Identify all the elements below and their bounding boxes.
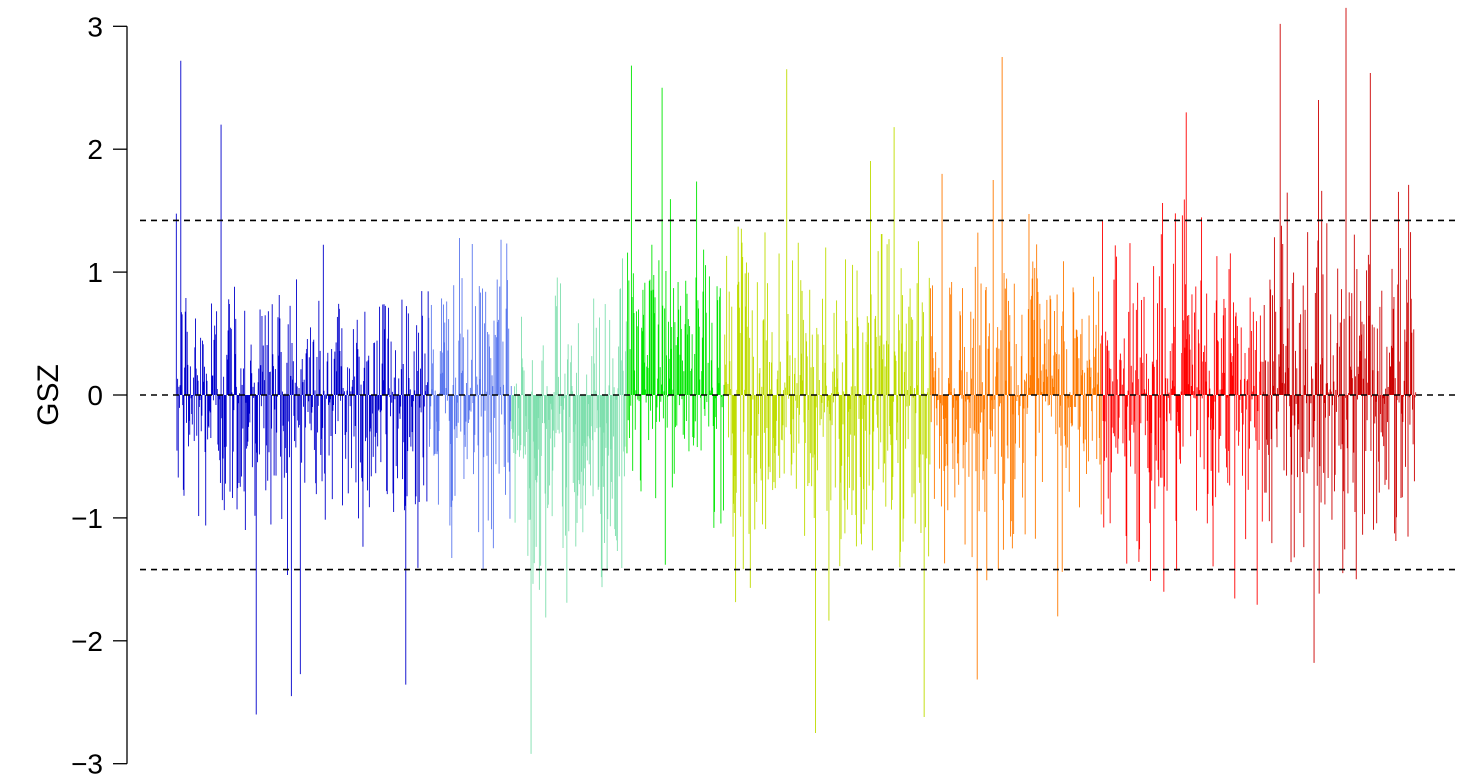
y-axis-label: GSZ xyxy=(32,364,65,426)
y-tick-label: 1 xyxy=(87,257,103,288)
y-tick-label: 2 xyxy=(87,134,103,165)
y-tick-label: 3 xyxy=(87,11,103,42)
y-axis: 3 2 1 0 −1 −2 −3 xyxy=(71,11,128,780)
y-tick-label: −2 xyxy=(71,626,103,657)
y-tick-label: −3 xyxy=(71,749,103,780)
y-tick-label: −1 xyxy=(71,503,103,534)
bar-series xyxy=(175,7,1417,754)
y-tick-label: 0 xyxy=(87,380,103,411)
